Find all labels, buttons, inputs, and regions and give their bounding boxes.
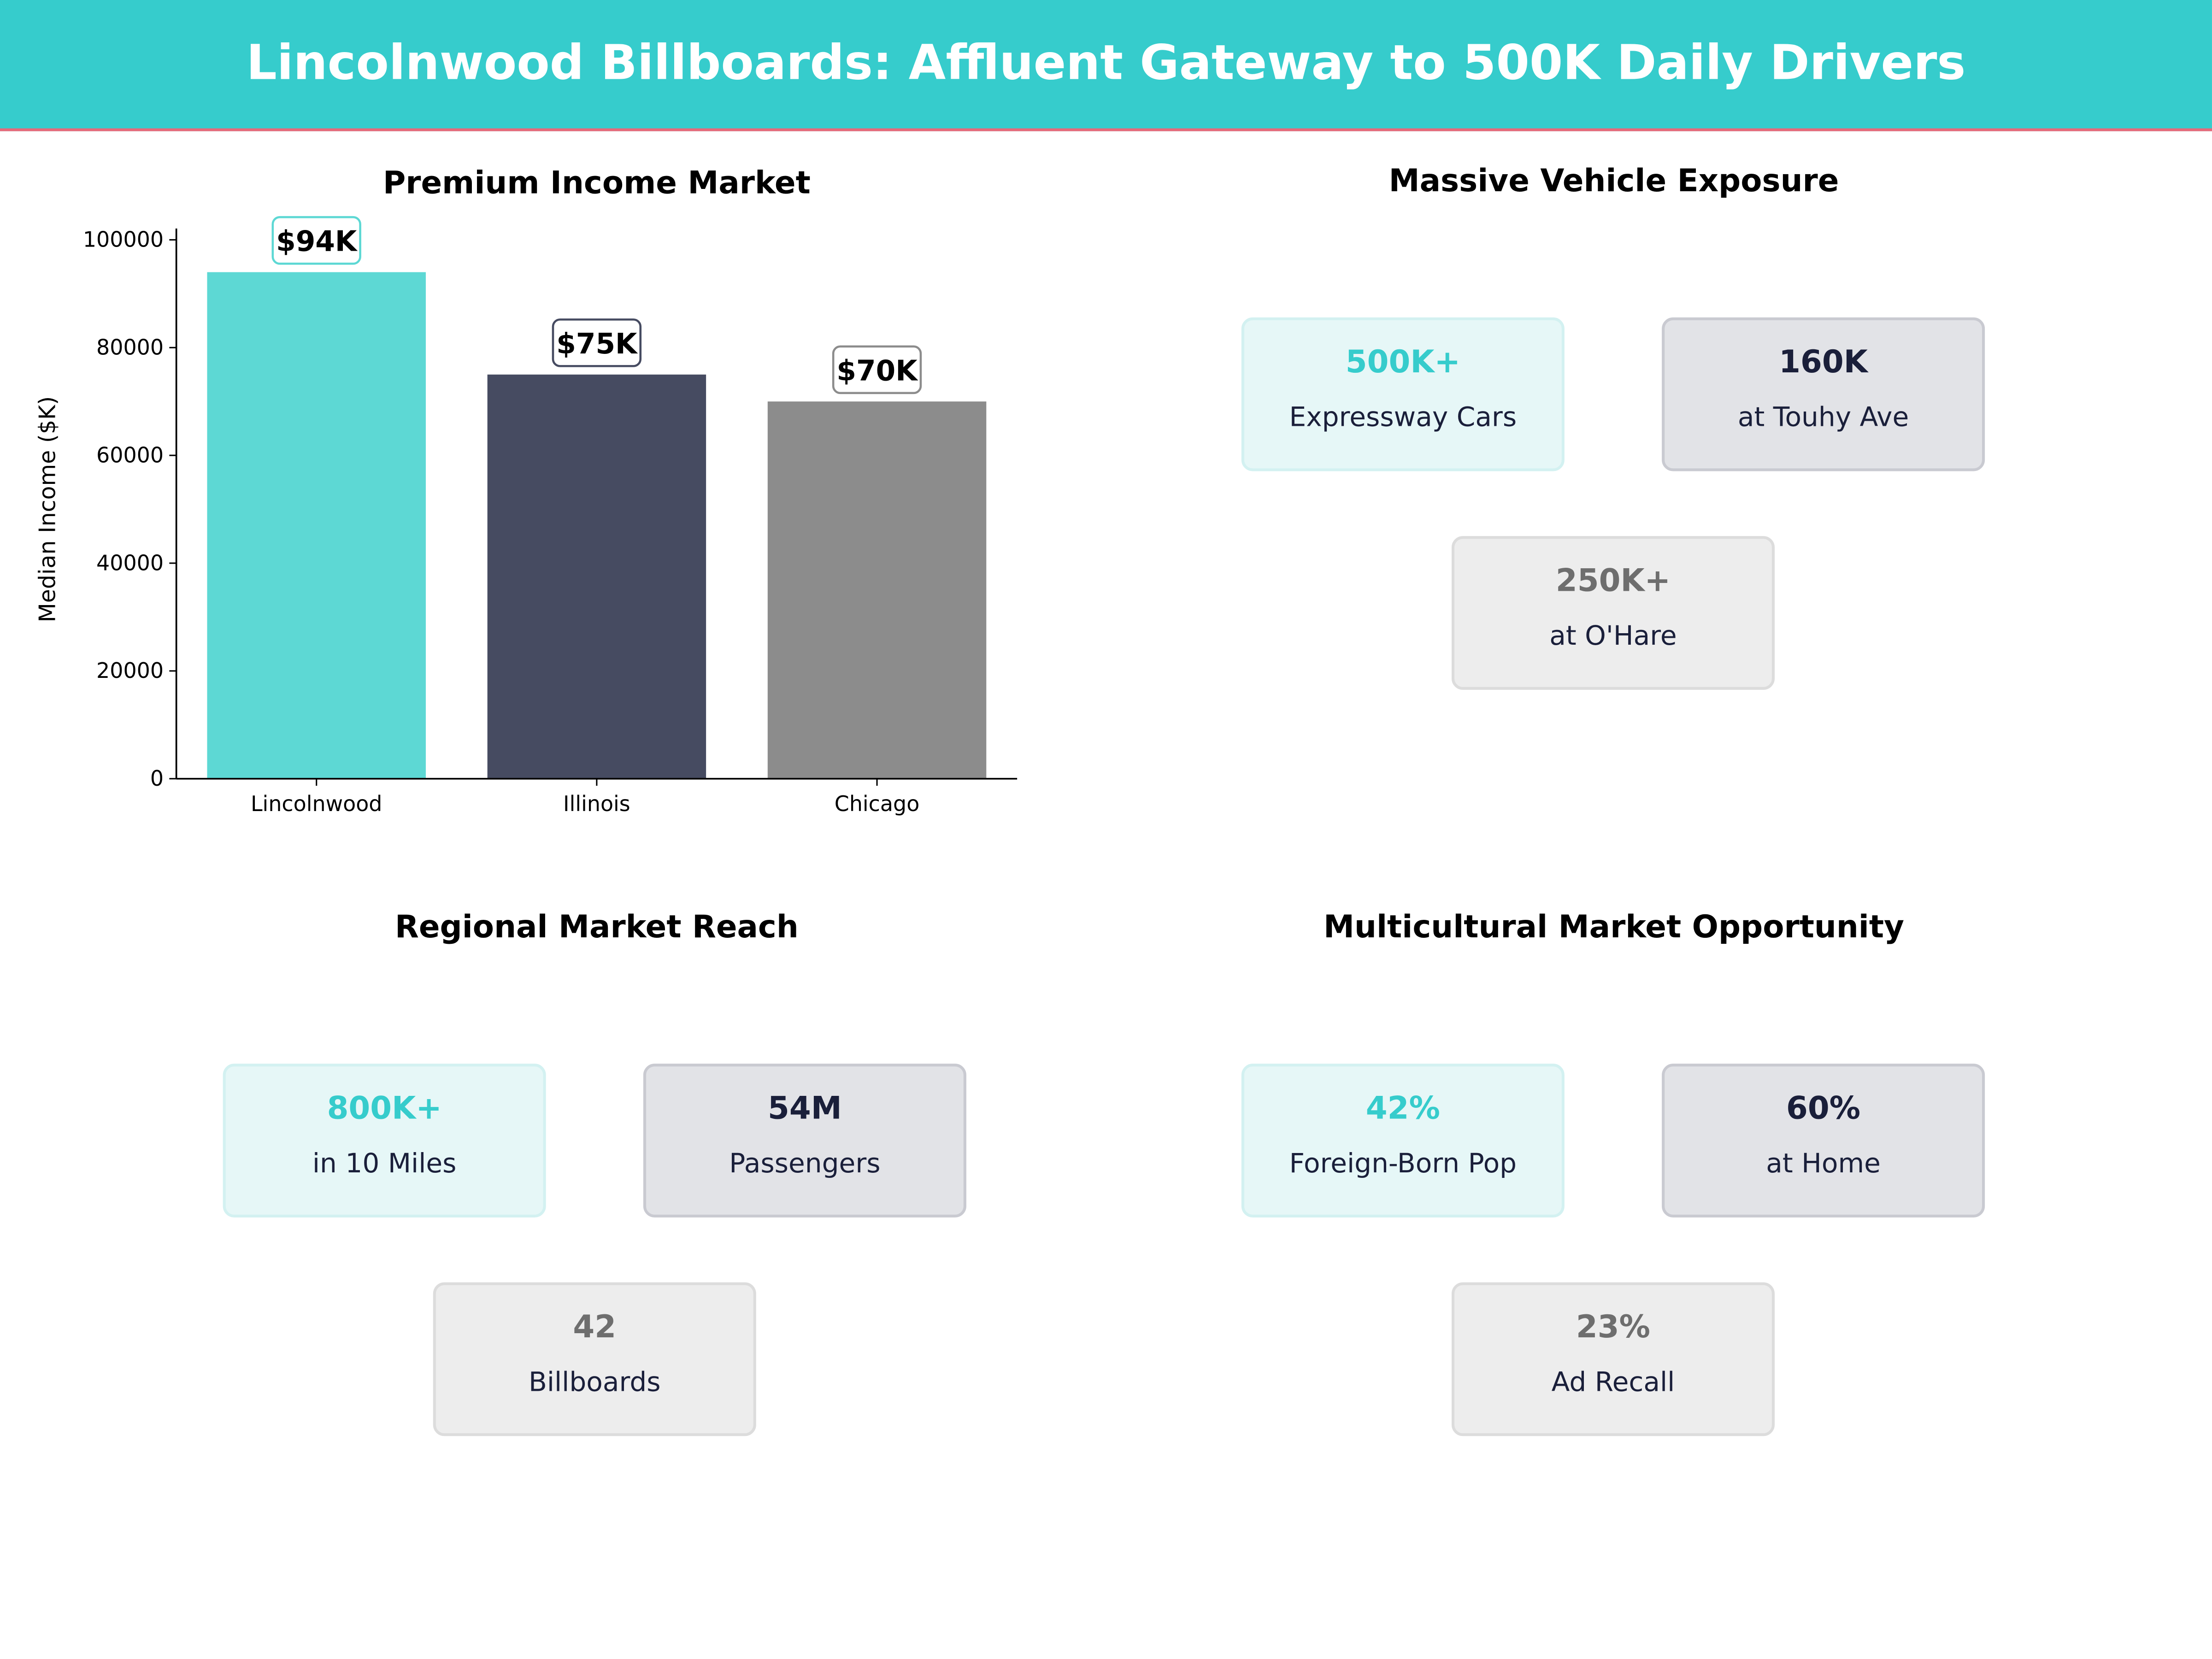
stat-value: 250K+ [1555,564,1671,600]
stat-card-ad-recall: 23% Ad Recall [1451,1282,1775,1436]
income-bar-chart: Premium Income Market Median Income ($K) $… [34,164,1018,816]
panel-title-vehicle: Massive Vehicle Exposure [1388,164,1839,200]
stat-card-ohare: 250K+ at O'Hare [1451,536,1775,690]
stat-value: 60% [1786,1092,1861,1127]
data-label: $70K [836,354,918,387]
chart-title: Premium Income Market [383,164,811,200]
stat-label: Billboards [528,1367,661,1398]
data-label-box [271,216,361,265]
stat-label: Foreign-Born Pop [1289,1148,1517,1180]
stat-label: in 10 Miles [312,1148,457,1180]
page-title: Lincolnwood Billboards: Affluent Gateway… [246,35,1966,92]
data-label: $94K [276,225,358,258]
stat-label: at Home [1766,1148,1881,1180]
stat-card-home: 60% at Home [1662,1064,1985,1218]
stat-value: 42% [1365,1092,1440,1127]
stat-card-foreign-born: 42% Foreign-Born Pop [1241,1064,1565,1218]
stat-card-expressway: 500K+ Expressway Cars [1241,317,1565,471]
x-tick-label: Chicago [835,791,920,816]
stat-value: 42 [573,1310,617,1346]
y-tick-label: 80000 [96,335,164,360]
stat-value: 23% [1576,1310,1651,1346]
bar-illinois [487,374,706,779]
stat-label: Passengers [729,1148,881,1180]
y-tick-label: 40000 [96,550,164,575]
data-label: $75K [556,328,638,360]
x-tick-label: Lincolnwood [251,791,382,816]
stat-card-touhy: 160K at Touhy Ave [1662,317,1985,471]
stat-value: 160K [1779,345,1868,381]
bar-chicago [767,401,987,779]
stat-card-passengers: 54M Passengers [643,1064,966,1218]
header-banner: Lincolnwood Billboards: Affluent Gateway… [0,0,2212,131]
stat-label: Expressway Cars [1289,402,1517,433]
stat-label: at O'Hare [1549,620,1677,652]
y-tick-label: 60000 [96,442,164,467]
stat-label: Ad Recall [1551,1367,1675,1398]
stat-value: 800K+ [327,1092,442,1127]
stat-value: 54M [768,1092,842,1127]
stat-value: 500K+ [1345,345,1460,381]
y-tick-label: 0 [150,766,164,791]
y-tick-label: 20000 [96,658,164,683]
bar-lincolnwood [207,272,426,779]
y-axis-label: Median Income ($K) [34,396,60,623]
data-label-box [832,345,922,394]
panel-title-multicultural: Multicultural Market Opportunity [1324,911,1905,946]
data-label-box [552,318,642,367]
stat-card-billboards: 42 Billboards [433,1282,756,1436]
stat-card-reach: 800K+ in 10 Miles [223,1064,546,1218]
stat-label: at Touhy Ave [1737,402,1909,433]
y-tick-label: 100000 [83,227,164,252]
x-tick-label: Illinois [563,791,630,816]
panel-title-regional: Regional Market Reach [394,911,799,946]
